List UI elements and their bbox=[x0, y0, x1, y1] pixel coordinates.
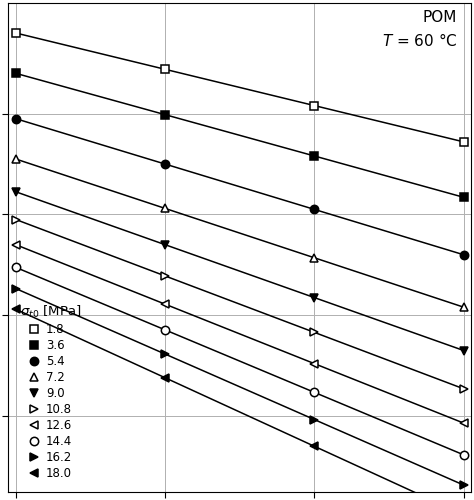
Text: POM: POM bbox=[423, 10, 457, 25]
Text: $T$ = 60 °C: $T$ = 60 °C bbox=[382, 32, 457, 49]
Legend: 1.8, 3.6, 5.4, 7.2, 9.0, 10.8, 12.6, 14.4, 16.2, 18.0: 1.8, 3.6, 5.4, 7.2, 9.0, 10.8, 12.6, 14.… bbox=[14, 298, 87, 486]
